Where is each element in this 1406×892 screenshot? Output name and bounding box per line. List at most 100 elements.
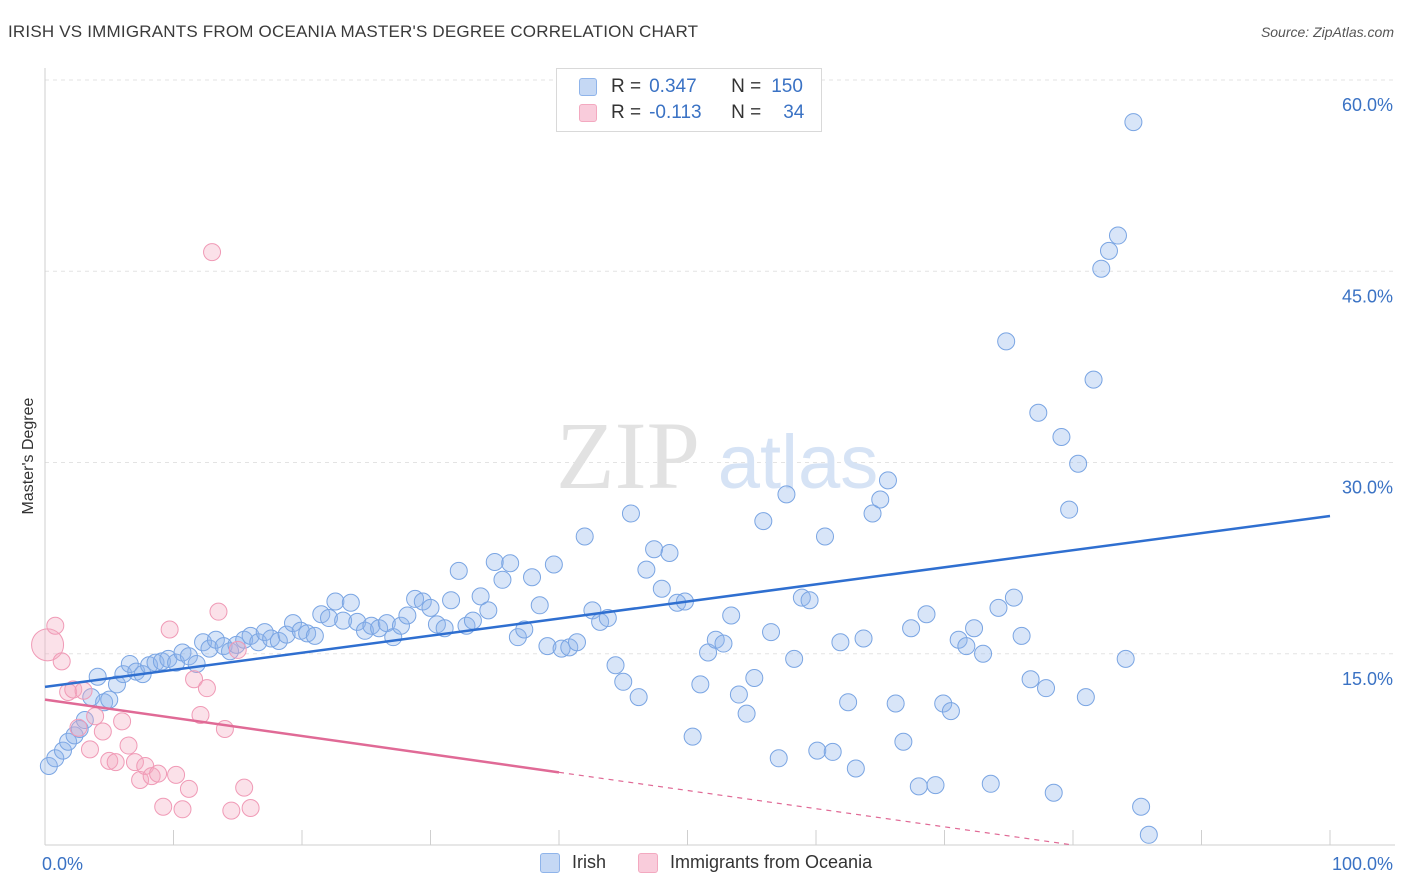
irish-point <box>59 732 78 751</box>
irish-point <box>221 642 240 661</box>
irish-point <box>39 756 58 775</box>
irish-point <box>808 741 827 760</box>
irish-point <box>508 628 527 647</box>
y-tick-label: 60.0% <box>1342 95 1393 115</box>
irish-point <box>269 632 288 650</box>
y-tick-label: 15.0% <box>1342 669 1393 689</box>
r-label: R = <box>611 76 642 97</box>
stats-legend: R = 0.347 N = 150 R = -0.113 N = 34 <box>556 68 822 132</box>
n-label: N = <box>731 102 762 123</box>
y-axis-label: Master's Degree <box>20 397 37 514</box>
irish-point <box>179 647 198 666</box>
irish-point <box>515 620 534 639</box>
oceania-point <box>241 799 260 818</box>
oceania-point <box>93 722 112 741</box>
irish-point <box>284 614 303 633</box>
gridlines <box>45 79 1395 655</box>
irish-point <box>1012 626 1031 645</box>
irish-point <box>691 675 710 694</box>
irish-point <box>1139 825 1158 844</box>
irish-point <box>493 570 512 589</box>
oceania-point <box>228 640 247 659</box>
legend-row-oceania: R = -0.113 N = 34 <box>579 102 804 124</box>
irish-point <box>1037 679 1056 698</box>
series-legend: Irish Immigrants from Oceania <box>540 852 904 873</box>
irish-point <box>886 694 905 713</box>
irish-point <box>1052 428 1071 446</box>
oceania-point <box>86 707 105 726</box>
irish-point <box>479 601 498 620</box>
irish-point <box>637 560 656 579</box>
oceania-point <box>52 652 71 671</box>
oceania-swatch <box>579 104 597 122</box>
irish-point <box>745 668 764 687</box>
y-tick-label: 30.0% <box>1342 478 1393 498</box>
oceania-point <box>69 718 88 737</box>
irish-point <box>878 471 897 490</box>
irish-point <box>762 623 781 642</box>
r-value: 0.347 <box>649 76 697 97</box>
irish-point <box>200 639 219 658</box>
irish-point <box>88 667 107 686</box>
irish-point <box>53 741 72 760</box>
oceania-trend-line <box>44 698 560 774</box>
irish-point <box>917 605 936 624</box>
oceania-trend-extension <box>558 771 1074 846</box>
oceania-point <box>167 765 186 784</box>
irish-point <box>722 606 741 625</box>
irish-point <box>606 656 625 675</box>
irish-point <box>974 644 993 663</box>
trend-lines <box>44 514 1331 846</box>
x-tick-label: 0.0% <box>42 854 83 874</box>
irish-trend-line <box>44 514 1331 689</box>
irish-point <box>187 654 206 673</box>
irish-point <box>1116 649 1135 668</box>
irish-point <box>909 777 928 796</box>
irish-point <box>1021 670 1040 689</box>
irish-point <box>530 596 549 615</box>
irish-point <box>1044 783 1063 802</box>
irish-point <box>957 637 976 656</box>
irish-point <box>863 504 882 523</box>
tick-labels: 15.0% 30.0% 45.0% 60.0% 0.0% 100.0% <box>42 95 1393 874</box>
irish-point <box>421 598 440 617</box>
irish-point <box>981 774 1000 793</box>
irish-point <box>754 512 773 531</box>
oceania-point <box>185 670 204 689</box>
irish-point <box>934 694 953 713</box>
oceania-point <box>119 736 138 755</box>
y-tick-label: 45.0% <box>1342 286 1393 306</box>
oceania-point <box>235 778 254 797</box>
irish-point <box>997 332 1016 351</box>
irish-point <box>949 630 968 649</box>
irish-point <box>645 540 664 559</box>
irish-point <box>567 633 586 652</box>
irish-point <box>523 568 542 587</box>
irish-point <box>941 702 960 721</box>
irish-point <box>1108 226 1127 245</box>
irish-point <box>471 587 490 606</box>
irish-point <box>334 611 353 630</box>
irish-point <box>305 626 324 645</box>
oceania-point <box>209 602 228 621</box>
irish-point <box>1004 588 1023 607</box>
irish-point <box>683 727 702 746</box>
irish-point <box>1084 370 1103 389</box>
irish-point <box>319 609 338 628</box>
irish-point <box>544 555 563 574</box>
irish-point <box>1092 259 1111 278</box>
oceania-point <box>149 764 168 783</box>
legend-row-irish: R = 0.347 N = 150 <box>579 76 803 98</box>
oceania-point <box>106 753 125 772</box>
irish-point <box>854 629 873 648</box>
oceania-point <box>125 753 144 772</box>
irish-point <box>413 592 432 611</box>
irish-point <box>660 544 679 563</box>
irish-point <box>442 591 461 610</box>
watermark-zip: ZIP <box>556 402 700 509</box>
r-value: -0.113 <box>649 102 702 123</box>
irish-point <box>815 527 834 546</box>
legend-item-irish: Irish <box>540 852 606 873</box>
irish-point <box>965 619 984 638</box>
irish-point <box>100 690 119 709</box>
